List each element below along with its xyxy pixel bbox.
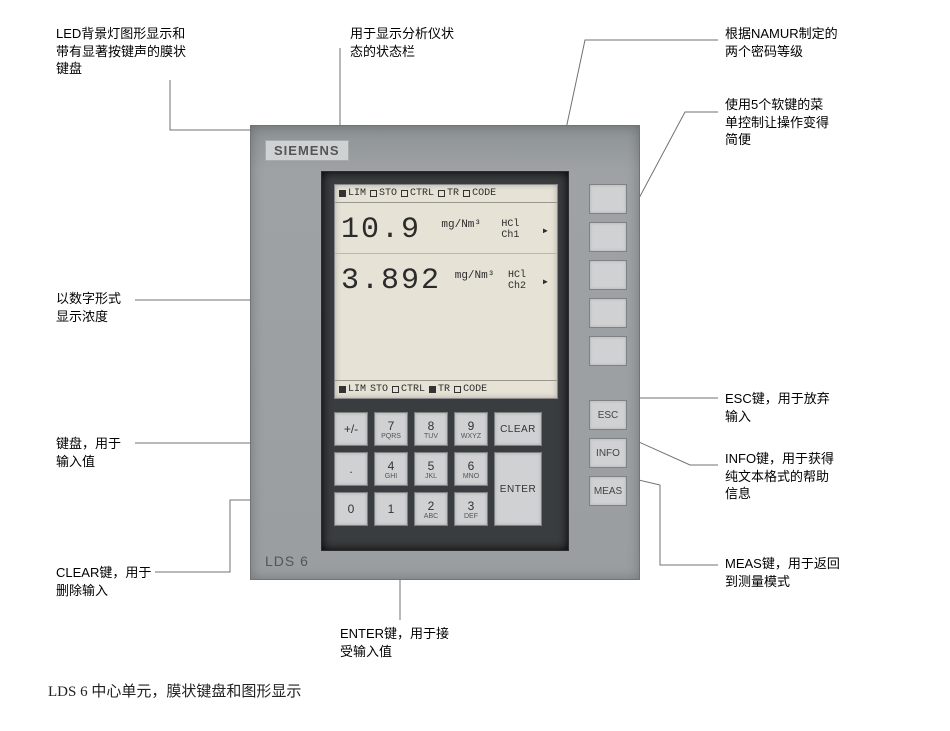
status-item-ctrl: CTRL [392,384,425,395]
softkey-2[interactable] [589,222,627,252]
brand-label: SIEMENS [265,140,349,161]
meas-button[interactable]: MEAS [589,476,627,506]
key-9[interactable]: 9WXYZ [454,412,488,446]
status-item-code: CODE [463,188,496,199]
key-enter[interactable]: ENTER [494,452,542,526]
caret-icon: ▸ [540,274,549,289]
key-[interactable]: +/- [334,412,368,446]
key-3[interactable]: 3DEF [454,492,488,526]
softkey-1[interactable] [589,184,627,214]
readout-channel: HClCh2 [508,270,526,292]
readout-unit: mg/Nm³ [441,213,481,231]
lcd-screen: LIM STO CTRL TR CODE 10.9 mg/Nm³ HClCh1 ▸ 3.892 m… [334,184,558,399]
device-panel: SIEMENS LDS 6 LIM STO CTRL TR CODE 10.9 mg/Nm… [250,125,640,580]
status-bar-top: LIM STO CTRL TR CODE [335,185,557,203]
figure-caption: LDS 6 中心单元，膜状键盘和图形显示 [48,680,301,701]
status-item-tr: TR [429,384,450,395]
numeric-keypad: +/-7PQRS8TUV9WXYZCLEAR.4GHI5JKL6MNOENTER… [334,412,558,526]
status-item-sto: STO [370,188,397,199]
softkey-3[interactable] [589,260,627,290]
status-item-ctrl: CTRL [401,188,434,199]
readouts: 10.9 mg/Nm³ HClCh1 ▸ 3.892 mg/Nm³ HClCh2 ▸ [335,203,557,304]
key-8[interactable]: 8TUV [414,412,448,446]
key-4[interactable]: 4GHI [374,452,408,486]
status-item-lim: LIM [339,384,366,395]
key-6[interactable]: 6MNO [454,452,488,486]
esc-button[interactable]: ESC [589,400,627,430]
softkey-4[interactable] [589,298,627,328]
status-bar-bottom: LIM STO CTRL TR CODE [335,380,557,398]
status-item-sto: STO [370,384,388,395]
readout-row-2: 3.892 mg/Nm³ HClCh2 ▸ [335,253,557,304]
readout-unit: mg/Nm³ [455,264,495,282]
status-item-lim: LIM [339,188,366,199]
status-item-code: CODE [454,384,487,395]
softkey-5[interactable] [589,336,627,366]
key-[interactable]: . [334,452,368,486]
figure-canvas: LED背景灯图形显示和 带有显著按键声的膜状 键盘 用于显示分析仪状 态的状态栏… [0,0,950,731]
panel-inset: LIM STO CTRL TR CODE 10.9 mg/Nm³ HClCh1 ▸ 3.892 m… [321,171,569,551]
model-label: LDS 6 [265,553,309,569]
key-5[interactable]: 5JKL [414,452,448,486]
key-7[interactable]: 7PQRS [374,412,408,446]
readout-channel: HClCh1 [501,219,519,241]
readout-value: 3.892 [341,264,441,298]
caret-icon: ▸ [540,223,549,238]
softkey-column: ESC INFO MEAS [589,184,627,506]
status-item-tr: TR [438,188,459,199]
readout-value: 10.9 [341,213,421,247]
key-1[interactable]: 1 [374,492,408,526]
key-0[interactable]: 0 [334,492,368,526]
key-2[interactable]: 2ABC [414,492,448,526]
key-clear[interactable]: CLEAR [494,412,542,446]
readout-row-1: 10.9 mg/Nm³ HClCh1 ▸ [335,203,557,253]
info-button[interactable]: INFO [589,438,627,468]
